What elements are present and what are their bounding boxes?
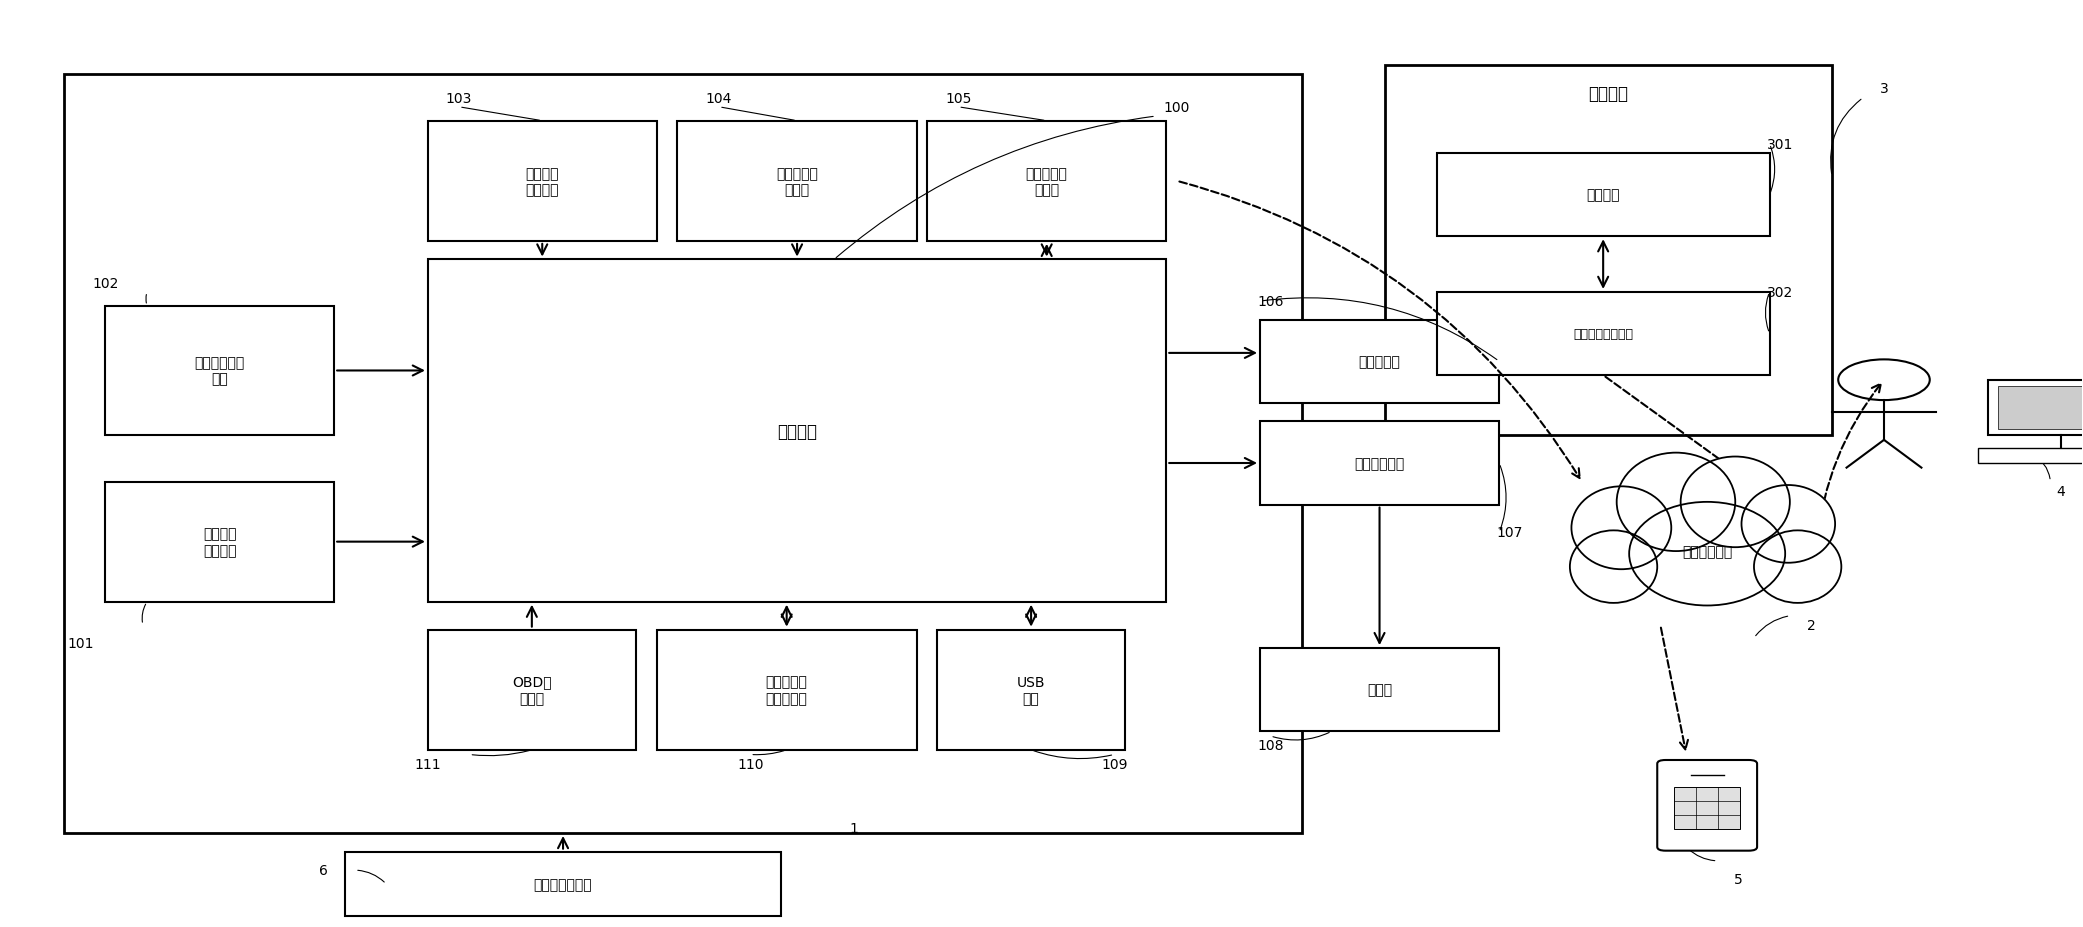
Ellipse shape	[1616, 453, 1735, 552]
Text: 103: 103	[446, 92, 473, 106]
Text: 109: 109	[1102, 756, 1127, 771]
Ellipse shape	[1754, 531, 1841, 603]
Text: 路侧设备: 路侧设备	[1589, 84, 1629, 103]
Text: 路侧无线通信模块: 路侧无线通信模块	[1573, 327, 1633, 340]
Ellipse shape	[1741, 486, 1835, 563]
Text: 302: 302	[1766, 286, 1793, 299]
Text: 扬声器: 扬声器	[1366, 683, 1391, 697]
Text: 104: 104	[706, 92, 733, 106]
Bar	[937, 629, 1125, 750]
Bar	[1385, 66, 1831, 436]
Bar	[106, 307, 333, 436]
Ellipse shape	[1629, 502, 1785, 606]
Bar	[927, 121, 1166, 242]
Bar	[344, 852, 781, 917]
Text: 1: 1	[850, 821, 858, 835]
Text: 100: 100	[1164, 101, 1189, 115]
Text: 101: 101	[67, 637, 94, 651]
Text: 处理单元: 处理单元	[1587, 188, 1621, 202]
Bar	[1977, 449, 2083, 464]
Ellipse shape	[1571, 487, 1671, 569]
Bar	[1437, 154, 1771, 237]
Bar	[1437, 293, 1771, 375]
Text: 主控单元: 主控单元	[777, 422, 817, 440]
Bar	[1260, 422, 1500, 505]
Bar	[65, 75, 1302, 833]
Text: 进气压力
采集模块: 进气压力 采集模块	[525, 167, 558, 197]
Text: 4: 4	[2056, 484, 2064, 498]
Text: 2: 2	[1806, 618, 1816, 632]
Text: 106: 106	[1256, 295, 1283, 309]
Text: 无线通信网络: 无线通信网络	[1683, 544, 1733, 558]
Text: 燃油压力采集
模块: 燃油压力采集 模块	[194, 356, 246, 387]
Bar	[106, 482, 333, 603]
Text: OBD接
口单元: OBD接 口单元	[512, 675, 552, 705]
Text: 3: 3	[1879, 83, 1889, 96]
Ellipse shape	[1571, 531, 1658, 603]
Text: 车辆基本信
息储存模块: 车辆基本信 息储存模块	[767, 675, 808, 705]
Bar	[427, 260, 1166, 603]
Text: 5: 5	[1733, 872, 1743, 886]
Text: 102: 102	[92, 276, 119, 290]
Ellipse shape	[1681, 457, 1789, 548]
Text: 语音播放模块: 语音播放模块	[1354, 456, 1404, 471]
Text: USB
接口: USB 接口	[1017, 675, 1046, 705]
Bar	[427, 629, 635, 750]
Text: 105: 105	[946, 92, 971, 106]
Text: 110: 110	[737, 756, 764, 771]
Bar	[656, 629, 917, 750]
Text: 车载无线通
信模块: 车载无线通 信模块	[1025, 167, 1069, 197]
Text: 108: 108	[1256, 739, 1283, 753]
Bar	[1260, 648, 1500, 731]
Bar	[1998, 387, 2083, 429]
Text: 车速里程采
集模块: 车速里程采 集模块	[777, 167, 819, 197]
Text: 6: 6	[319, 863, 329, 877]
Bar	[1987, 380, 2083, 436]
Text: 信息显示屏: 信息显示屏	[1358, 355, 1400, 369]
Text: 车载自诊断系统: 车载自诊断系统	[533, 877, 592, 891]
FancyBboxPatch shape	[1658, 760, 1758, 851]
Bar	[677, 121, 917, 242]
Text: 107: 107	[1496, 526, 1523, 540]
Text: 301: 301	[1766, 137, 1793, 152]
Text: 喷油脉冲
采集模块: 喷油脉冲 采集模块	[202, 527, 237, 557]
Bar	[427, 121, 656, 242]
Text: 111: 111	[415, 756, 442, 771]
Bar	[1675, 787, 1741, 829]
Bar	[1260, 320, 1500, 403]
